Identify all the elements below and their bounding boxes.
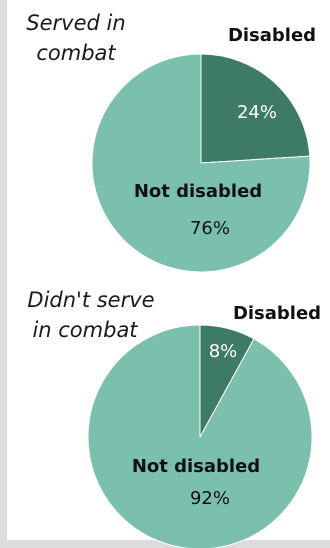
pie-slice-not-disabled	[87, 324, 313, 548]
slice-percent-not-disabled: 92%	[190, 488, 230, 509]
slice-percent-disabled: 8%	[209, 341, 238, 362]
slice-percent-disabled: 24%	[237, 102, 277, 123]
slice-label-not-disabled: Not disabled	[134, 181, 262, 202]
slice-label-disabled: Disabled	[233, 303, 321, 324]
group-title-line-2: combat	[36, 41, 116, 65]
pie-chart-didnt-serve-in-combat: Didn't serve in combat Disabled 8% Not d…	[27, 288, 321, 548]
slice-label-not-disabled: Not disabled	[132, 456, 260, 477]
slice-percent-not-disabled: 76%	[190, 218, 230, 239]
pie-slice-not-disabled	[91, 53, 311, 273]
pie-slice-disabled	[200, 53, 311, 164]
group-title-line-2: in combat	[32, 318, 138, 342]
group-title-line-1: Served in	[26, 11, 125, 35]
pie-chart-served-in-combat: Served in combat Disabled 24% Not disabl…	[26, 11, 316, 273]
slice-label-disabled: Disabled	[228, 25, 316, 46]
group-title-line-1: Didn't serve	[27, 288, 154, 312]
